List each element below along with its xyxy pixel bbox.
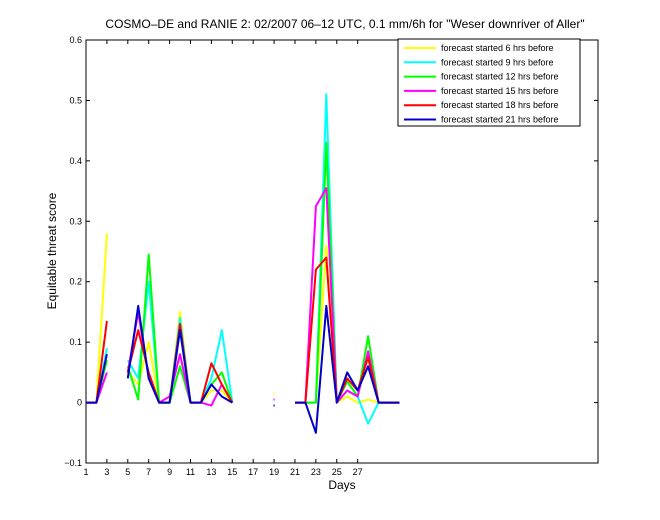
legend-label: forecast started 18 hrs before: [441, 100, 559, 110]
x-axis: 1 3 5 7 9 11 13 15 17 19 21 23 25 27: [83, 40, 363, 477]
y-tick-label: 0: [77, 398, 82, 408]
series-line-3: [126, 253, 234, 404]
legend-label: forecast started 9 hrs before: [441, 57, 554, 67]
x-tick-label: 9: [167, 467, 172, 477]
legend-label: forecast started 6 hrs before: [441, 43, 554, 53]
x-tick-label: 1: [83, 467, 88, 477]
x-tick-label: 21: [290, 467, 300, 477]
x-tick-label: 11: [186, 467, 195, 477]
y-axis-label: Equitable threat score: [45, 192, 59, 309]
legend-label: forecast started 15 hrs before: [441, 86, 559, 96]
x-tick-label: 19: [269, 467, 279, 477]
x-tick-label: 7: [146, 467, 151, 477]
y-axis: −0.1 0 0.1 0.2 0.3 0.4 0.5 0.6: [64, 35, 598, 468]
legend-label: forecast started 21 hrs before: [441, 115, 559, 125]
y-tick-label: 0.6: [69, 35, 82, 45]
x-tick-label: 23: [311, 467, 321, 477]
y-tick-label: −0.1: [64, 458, 82, 468]
y-tick-label: 0.2: [69, 277, 82, 287]
series-line-6: [86, 353, 108, 404]
y-tick-label: 0.4: [69, 156, 82, 166]
x-tick-label: 25: [332, 467, 342, 477]
y-tick-label: 0.3: [69, 216, 82, 226]
legend-label: forecast started 12 hrs before: [441, 72, 559, 82]
chart-title: COSMO–DE and RANIE 2: 02/2007 06–12 UTC,…: [105, 17, 584, 31]
series-lines: [86, 93, 400, 434]
x-axis-label: Days: [328, 478, 355, 492]
x-tick-label: 13: [206, 467, 216, 477]
x-tick-label: 17: [248, 467, 258, 477]
series-line-6: [126, 304, 233, 404]
y-tick-label: 0.5: [69, 95, 82, 105]
x-tick-label: 5: [125, 467, 130, 477]
legend-box: [397, 38, 581, 127]
x-tick-label: 15: [227, 467, 237, 477]
x-tick-label: 3: [104, 467, 109, 477]
series-line-6: [295, 304, 400, 434]
x-tick-label: 27: [353, 467, 363, 477]
y-tick-label: 0.1: [69, 337, 82, 347]
legend: forecast started 6 hrs before forecast st…: [397, 38, 581, 127]
